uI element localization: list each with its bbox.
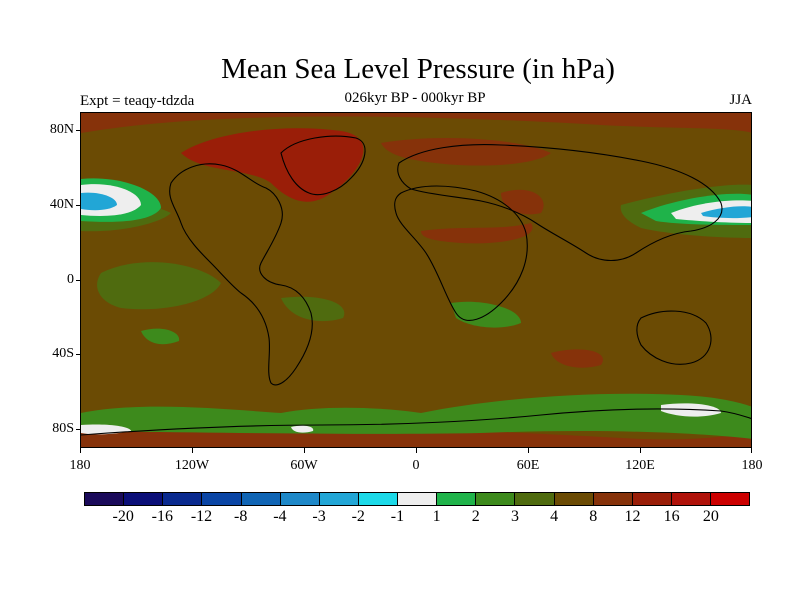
lat-label-40s: 40S: [52, 346, 74, 361]
season-label: JJA: [729, 92, 752, 108]
lon-tick: [528, 448, 529, 453]
lat-label-0: 0: [67, 272, 74, 287]
colorbar-swatch: [632, 493, 672, 505]
map-title: Mean Sea Level Pressure (in hPa): [221, 53, 615, 85]
lon-tick: [640, 448, 641, 453]
colorbar-swatch: [593, 493, 633, 505]
colorbar-swatch: [280, 493, 320, 505]
colorbar-swatch: [711, 493, 750, 505]
colorbar-tick-label: 20: [702, 508, 719, 525]
colorbar-tick-label: 2: [471, 508, 480, 525]
field-antarctic-high: [81, 429, 751, 447]
pressure-anomaly-map: [80, 112, 752, 448]
colorbar-swatch: [202, 493, 242, 505]
colorbar-tick-label: 16: [663, 508, 680, 525]
coast-australia: [636, 310, 712, 365]
colorbar-swatch: [85, 493, 125, 505]
lat-tick: [76, 130, 81, 131]
lon-label-0: 0: [412, 458, 420, 473]
field-nw-pacific-blue: [701, 206, 751, 219]
coast-greenland: [280, 135, 366, 196]
colorbar-swatch: [398, 493, 438, 505]
lat-label-80s: 80S: [52, 421, 74, 436]
colorbar-swatch: [554, 493, 594, 505]
field-southern-ring: [81, 393, 751, 439]
map-canvas: [81, 113, 751, 447]
colorbar-tick-label: 1: [432, 508, 441, 525]
colorbar-tick-label: -4: [273, 508, 287, 525]
map-subtitle: 026kyr BP - 000kyr BP: [344, 90, 486, 106]
lon-label-180e: 180: [741, 458, 763, 473]
colorbar-tick-label: 12: [624, 508, 641, 525]
lat-tick: [76, 354, 81, 355]
field-greenland-high: [181, 128, 364, 202]
lon-label-180w: 180: [69, 458, 91, 473]
colorbar-tick-label: -8: [234, 508, 248, 525]
colorbar-swatch: [358, 493, 398, 505]
lon-tick: [192, 448, 193, 453]
field-indian-high: [551, 349, 603, 368]
field-ne-pacific-blue: [81, 192, 117, 211]
colorbar-swatch: [163, 493, 203, 505]
coast-africa: [394, 185, 528, 321]
colorbar-tick-label: 8: [589, 508, 598, 525]
coast-americas: [169, 163, 313, 386]
field-polar-high: [81, 113, 751, 133]
lat-tick: [76, 429, 81, 430]
lat-label-40n: 40N: [49, 197, 74, 212]
colorbar-tick-label: -16: [151, 508, 173, 525]
colorbar-swatch: [476, 493, 516, 505]
colorbar-tick-label: -12: [190, 508, 213, 525]
colorbar-tick-label: 4: [550, 508, 559, 525]
colorbar-swatch: [241, 493, 281, 505]
colorbar: [84, 492, 750, 506]
lon-tick: [80, 448, 81, 453]
lat-tick: [76, 205, 81, 206]
colorbar-tick-label: 3: [510, 508, 519, 525]
colorbar-swatch: [671, 493, 711, 505]
experiment-label: Expt = teaqy-tdzda: [80, 93, 195, 109]
colorbar-tick-label: -20: [112, 508, 134, 525]
field-atlantic-low: [281, 296, 345, 322]
lon-tick: [751, 448, 752, 453]
colorbar-tick-label: -2: [351, 508, 365, 525]
lat-tick: [76, 280, 81, 281]
lon-label-60w: 60W: [290, 458, 318, 473]
field-africa-high: [421, 223, 533, 244]
coast-antarctica: [81, 408, 751, 436]
colorbar-swatch: [437, 493, 477, 505]
colorbar-tick-label: -1: [390, 508, 405, 525]
lon-label-60e: 60E: [516, 458, 540, 473]
colorbar-swatch: [515, 493, 555, 505]
field-ross-white: [291, 425, 314, 433]
lon-label-120e: 120E: [625, 458, 655, 473]
colorbar-tick-label: -3: [312, 508, 326, 525]
colorbar-swatch: [124, 493, 164, 505]
field-pacific-low: [97, 262, 221, 310]
lon-label-120w: 120W: [174, 458, 210, 473]
lon-tick: [416, 448, 417, 453]
coastlines: [81, 135, 751, 436]
colorbar-swatch: [319, 493, 359, 505]
lat-label-80n: 80N: [49, 122, 74, 137]
field-pacific-low-core: [141, 328, 180, 345]
lon-tick: [304, 448, 305, 453]
coast-eurasia: [397, 144, 723, 262]
field-mideast-high: [501, 189, 544, 215]
